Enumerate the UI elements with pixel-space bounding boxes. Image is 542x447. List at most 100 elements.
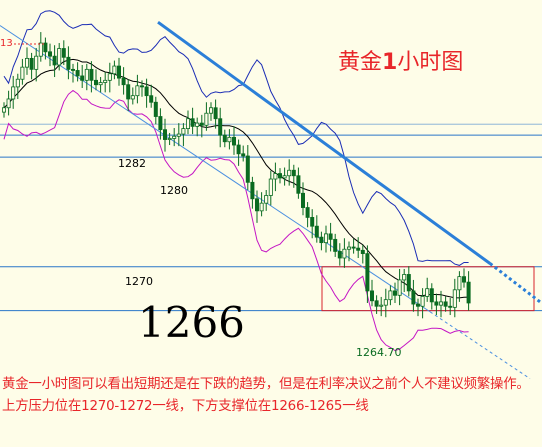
candle-body <box>204 112 209 126</box>
candle-body <box>29 57 34 70</box>
candle-body <box>300 192 305 208</box>
candle-body <box>346 246 351 250</box>
candle-body <box>52 55 57 66</box>
candle-body <box>254 198 259 212</box>
level-label-1282: 1282 <box>118 157 146 170</box>
candle-body <box>402 274 407 281</box>
candle-body <box>80 75 85 81</box>
candle-body <box>452 289 457 308</box>
candle-body <box>250 181 255 200</box>
candle-body <box>61 48 66 58</box>
candle-body <box>342 248 347 259</box>
candle-body <box>213 107 218 120</box>
candle-body <box>103 79 108 83</box>
candle-body <box>71 68 76 71</box>
left-edge-label: 13 <box>0 38 13 49</box>
candle-body <box>15 78 20 88</box>
candle-body <box>149 95 154 103</box>
candle-body <box>411 290 416 305</box>
candle-body <box>208 107 213 114</box>
candle-body <box>360 249 365 255</box>
candle-body <box>374 300 379 307</box>
candle-body <box>227 136 232 143</box>
candle-body <box>388 290 393 301</box>
candle-body <box>392 290 397 296</box>
candle-body <box>429 288 434 303</box>
chart-title-prefix: 黄金 <box>338 50 383 75</box>
candle-body <box>420 295 425 307</box>
recent-low-label: 1264.70 <box>356 346 402 359</box>
candle-body <box>144 86 149 97</box>
candle-body <box>218 118 223 136</box>
candle-body <box>273 173 278 180</box>
candle-body <box>319 236 324 244</box>
candle-body <box>11 86 16 100</box>
candle-body <box>181 128 186 135</box>
bollinger-upper <box>3 10 469 266</box>
candle-body <box>434 301 439 306</box>
candle-body <box>296 175 301 194</box>
candle-body <box>328 233 333 240</box>
big-price-label: 1266 <box>138 298 245 347</box>
candle-body <box>259 202 264 212</box>
candle-body <box>231 136 236 146</box>
candle-body <box>130 95 135 100</box>
candle-body <box>139 85 144 88</box>
candle-body <box>6 98 11 109</box>
candle-body <box>126 84 131 100</box>
candle-body <box>94 79 99 86</box>
candle-body <box>291 169 296 177</box>
candle-body <box>277 173 282 179</box>
candle-body <box>176 133 181 137</box>
candle-body <box>268 178 273 196</box>
candle-body <box>287 169 292 177</box>
candle-body <box>199 122 204 126</box>
candle-body <box>38 42 43 57</box>
candle-body <box>323 233 328 244</box>
candle-body <box>107 73 112 81</box>
candle-body <box>112 65 117 75</box>
level-label-1270: 1270 <box>125 275 153 288</box>
channel-trendline <box>0 25 431 313</box>
candle-body <box>43 42 48 53</box>
candle-body <box>305 207 310 218</box>
candle-body <box>379 304 384 307</box>
candle-body <box>24 57 29 68</box>
candle-body <box>438 301 443 306</box>
candle-body <box>117 65 122 79</box>
candle-body <box>167 138 172 140</box>
candle-body <box>369 290 374 302</box>
candle-body <box>383 299 388 306</box>
candle-body <box>98 82 103 86</box>
candle-body <box>282 175 287 179</box>
bollinger-lower <box>3 89 469 352</box>
candle-body <box>135 85 140 97</box>
candle-body <box>448 305 453 308</box>
candle-body <box>337 251 342 259</box>
candle-body <box>222 134 227 143</box>
channel-trendline-extension <box>429 311 531 380</box>
candle-body <box>314 225 319 238</box>
candle-body <box>310 217 315 227</box>
candle-body <box>185 118 190 129</box>
bollinger-middle <box>3 58 469 299</box>
chart-title: 黄金1小时图 <box>338 44 463 76</box>
candle-body <box>351 246 356 249</box>
candle-body <box>241 153 246 157</box>
candle-body <box>264 195 269 204</box>
candle-body <box>66 56 71 70</box>
candle-body <box>333 238 338 252</box>
chart-title-suffix: 小时图 <box>397 50 464 75</box>
candle-body <box>20 66 25 80</box>
candle-body <box>172 135 177 139</box>
resistance-trendline-extension <box>489 262 541 304</box>
candle-body <box>75 70 80 77</box>
candle-body <box>415 303 420 307</box>
candle-body <box>48 51 53 57</box>
candle-body <box>162 129 167 140</box>
candle-body <box>57 48 62 66</box>
candle-body <box>190 118 195 127</box>
candle-body <box>153 101 158 117</box>
